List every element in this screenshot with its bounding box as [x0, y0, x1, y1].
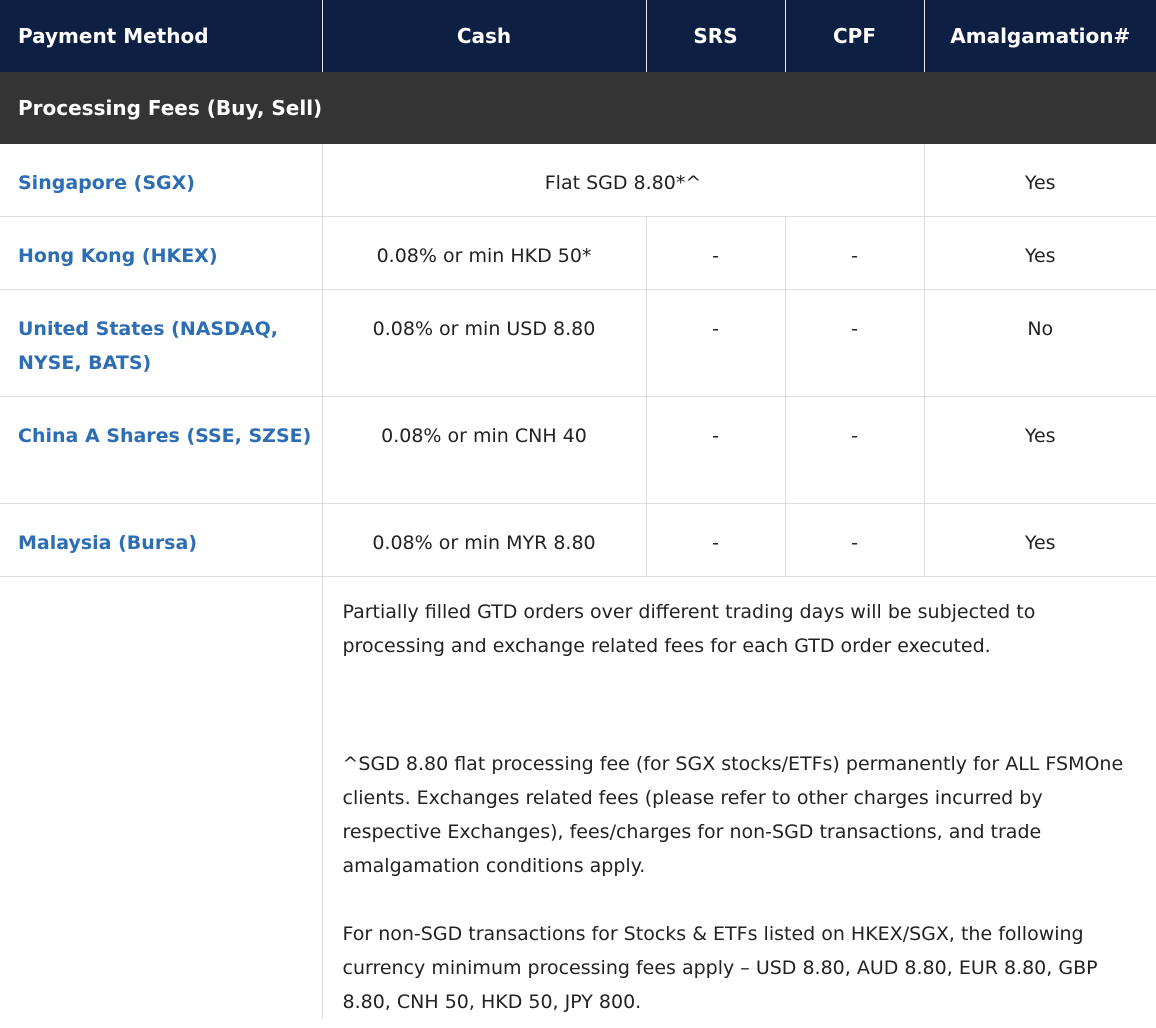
- note-sgx-flat-fee: ^SGD 8.80 flat processing fee (for SGX s…: [342, 753, 1124, 877]
- cpf-fee-cell: -: [785, 503, 925, 577]
- cash-fee-cell: 0.08% or min MYR 8.80: [322, 503, 647, 577]
- market-link-sgx[interactable]: Singapore (SGX): [0, 144, 323, 217]
- srs-fee-cell: -: [646, 289, 786, 397]
- header-cash: Cash: [322, 0, 647, 72]
- market-link-malaysia[interactable]: Malaysia (Bursa): [0, 503, 323, 577]
- notes-row: Partially filled GTD orders over differe…: [0, 576, 1156, 1020]
- cash-fee-cell: 0.08% or min HKD 50*: [322, 216, 647, 290]
- amalgamation-cell: Yes: [924, 216, 1156, 290]
- section-row: Processing Fees (Buy, Sell): [0, 72, 1156, 144]
- cash-fee-cell: 0.08% or min USD 8.80: [322, 289, 647, 397]
- table-row: China A Shares (SSE, SZSE) 0.08% or min …: [0, 396, 1156, 504]
- srs-fee-cell: -: [646, 396, 786, 504]
- amalgamation-cell: Yes: [924, 396, 1156, 504]
- amalgamation-cell: No: [924, 289, 1156, 397]
- notes-cell: Partially filled GTD orders over differe…: [322, 577, 1156, 1020]
- market-link-us[interactable]: United States (NASDAQ, NYSE, BATS): [0, 289, 323, 397]
- combined-fee-cell: Flat SGD 8.80*^: [322, 144, 925, 217]
- cpf-fee-cell: -: [785, 289, 925, 397]
- header-amalgamation: Amalgamation#: [924, 0, 1156, 72]
- amalgamation-cell: Yes: [924, 144, 1156, 217]
- srs-fee-cell: -: [646, 216, 786, 290]
- header-row: Payment Method Cash SRS CPF Amalgamation…: [0, 0, 1156, 72]
- market-link-china-a[interactable]: China A Shares (SSE, SZSE): [0, 396, 323, 504]
- header-payment-method: Payment Method: [0, 0, 323, 72]
- table-row: United States (NASDAQ, NYSE, BATS) 0.08%…: [0, 289, 1156, 397]
- cpf-fee-cell: -: [785, 216, 925, 290]
- table-row: Singapore (SGX) Flat SGD 8.80*^ Yes: [0, 144, 1156, 217]
- note-non-sgd-minimums: For non-SGD transactions for Stocks & ET…: [342, 923, 1098, 1013]
- srs-fee-cell: -: [646, 503, 786, 577]
- notes-spacer: [0, 576, 323, 1019]
- table-row: Hong Kong (HKEX) 0.08% or min HKD 50* - …: [0, 216, 1156, 290]
- cash-fee-cell: 0.08% or min CNH 40: [322, 396, 647, 504]
- header-cpf: CPF: [785, 0, 925, 72]
- cpf-fee-cell: -: [785, 396, 925, 504]
- market-link-hkex[interactable]: Hong Kong (HKEX): [0, 216, 323, 290]
- note-gtd-orders: Partially filled GTD orders over differe…: [342, 601, 1036, 657]
- amalgamation-cell: Yes: [924, 503, 1156, 577]
- header-srs: SRS: [646, 0, 786, 72]
- table-row: Malaysia (Bursa) 0.08% or min MYR 8.80 -…: [0, 503, 1156, 577]
- section-title: Processing Fees (Buy, Sell): [0, 72, 1156, 144]
- table-header: Payment Method Cash SRS CPF Amalgamation…: [0, 0, 1156, 72]
